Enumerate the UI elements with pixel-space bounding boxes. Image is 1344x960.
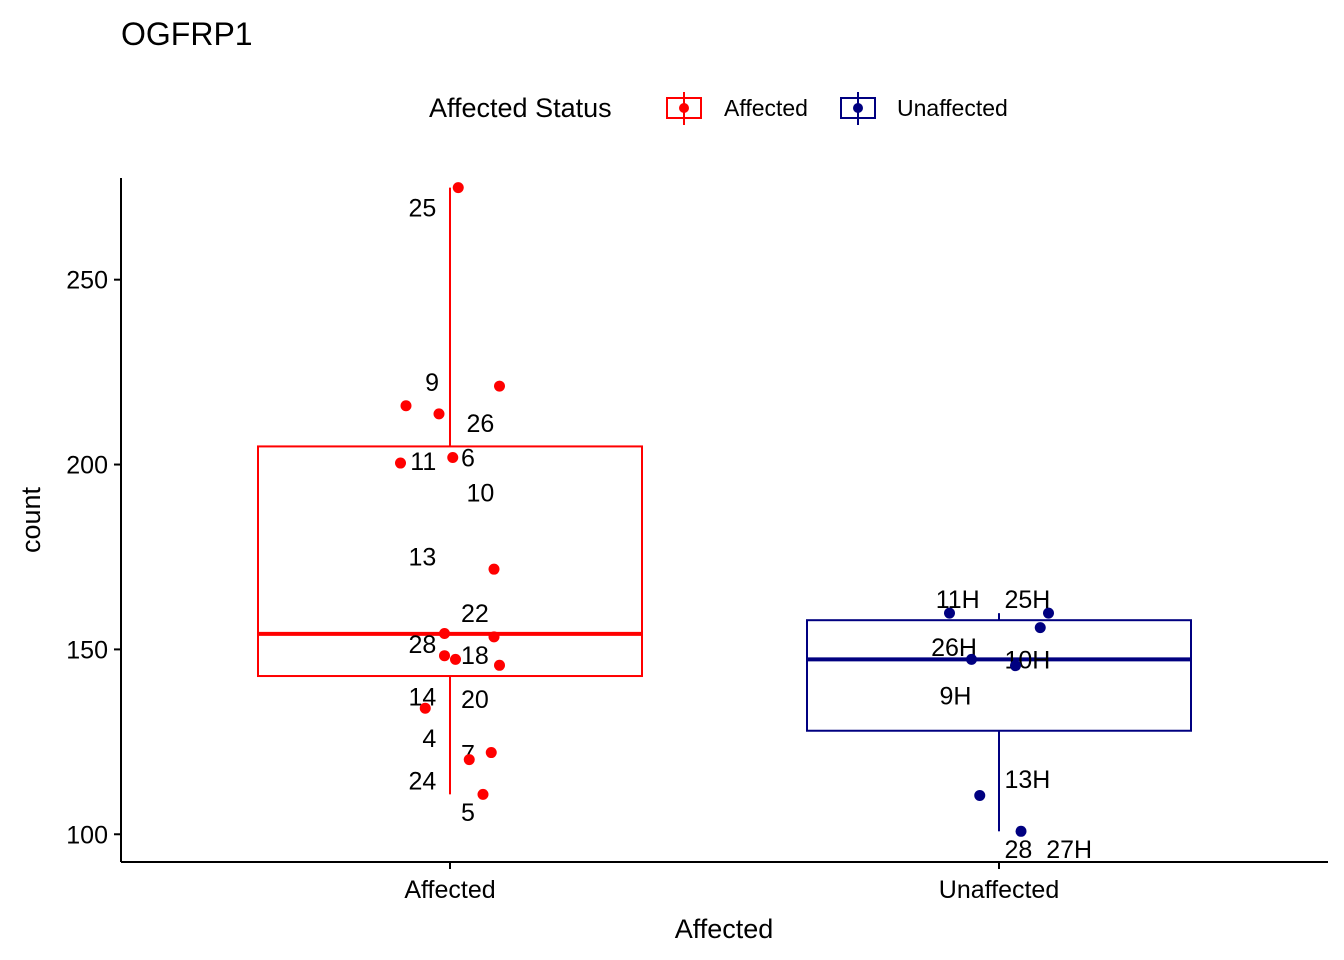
y-axis-ticks: 100 150 200 250 xyxy=(66,267,121,849)
data-point-label: 13 xyxy=(408,544,436,572)
data-point xyxy=(944,607,955,619)
data-point-label: 11H xyxy=(936,586,980,614)
y-tick-label: 200 xyxy=(66,452,108,480)
data-point xyxy=(966,653,977,665)
plot-area: 25926116101322281814204724511H25H26H10H9… xyxy=(257,182,1192,864)
data-point xyxy=(452,182,464,194)
x-axis-ticks: Affected Unaffected xyxy=(404,862,1059,904)
chart-title: OGFRP1 xyxy=(121,16,253,52)
data-point xyxy=(463,754,475,766)
data-point xyxy=(1034,622,1046,634)
x-axis-title: Affected xyxy=(675,914,774,944)
legend-label-affected: Affected xyxy=(724,95,808,121)
y-axis-title: count xyxy=(16,486,46,553)
data-point-label: 24 xyxy=(408,767,436,795)
x-tick-label: Unaffected xyxy=(939,876,1059,904)
data-point-label: 26 xyxy=(467,410,495,438)
data-point xyxy=(488,631,500,643)
data-point-label: 6 xyxy=(461,445,475,473)
legend: Affected Status Affected Unaffected xyxy=(429,92,1008,125)
data-point xyxy=(439,628,450,640)
data-point-label: 10 xyxy=(467,479,495,507)
y-tick-label: 100 xyxy=(66,821,108,849)
data-point-label: 13H xyxy=(1005,766,1051,794)
data-point-label: 25H xyxy=(1005,586,1051,614)
data-point xyxy=(1015,825,1027,837)
data-point xyxy=(395,457,406,469)
data-point xyxy=(1043,607,1054,619)
data-point-label: 25 xyxy=(408,195,436,223)
data-point xyxy=(400,400,412,412)
data-point-label: 9 xyxy=(425,369,439,397)
data-point xyxy=(494,380,505,392)
data-point-label: 9H xyxy=(940,683,972,711)
x-tick-label: Affected xyxy=(404,876,495,904)
data-point xyxy=(450,653,461,665)
legend-key-unaffected xyxy=(840,92,876,125)
data-point-label: 4 xyxy=(422,725,436,753)
data-point-label: 28_27H xyxy=(1005,836,1093,864)
data-point xyxy=(1010,660,1021,672)
data-point xyxy=(974,789,986,801)
data-point-label: 18 xyxy=(461,642,489,670)
data-point-label: 22 xyxy=(461,600,489,628)
box-body xyxy=(806,619,1192,732)
legend-label-unaffected: Unaffected xyxy=(897,95,1008,121)
data-point-label: 28 xyxy=(408,631,436,659)
data-point xyxy=(477,788,489,800)
data-point xyxy=(419,702,431,714)
data-point-label: 10H xyxy=(1005,646,1051,674)
data-point xyxy=(485,747,497,759)
data-point xyxy=(433,408,445,420)
data-point-label: 11 xyxy=(410,448,436,476)
legend-key-affected xyxy=(666,92,702,125)
box-body xyxy=(257,445,643,678)
y-tick-label: 150 xyxy=(66,636,108,664)
data-point-label: 20 xyxy=(461,686,489,714)
data-point xyxy=(494,659,505,671)
data-point xyxy=(488,563,500,575)
box-affected xyxy=(257,187,643,795)
data-point xyxy=(447,452,459,464)
legend-title: Affected Status xyxy=(429,93,612,123)
box-unaffected xyxy=(806,613,1192,832)
data-point xyxy=(439,650,450,662)
data-point-label: 5 xyxy=(461,799,475,827)
y-tick-label: 250 xyxy=(66,267,108,295)
